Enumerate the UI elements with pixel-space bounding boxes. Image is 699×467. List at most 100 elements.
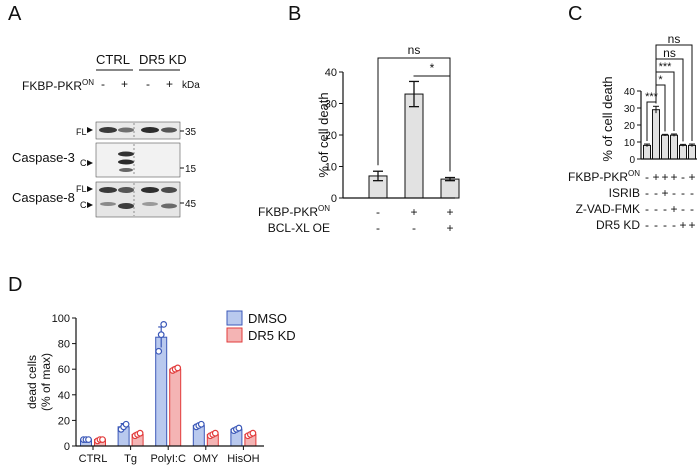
condition-label: Z-VAD-FMK [576,202,640,216]
condition-sign: + [679,218,686,232]
condition-label: DR5 KD [596,218,640,232]
y-axis-title: % of cell death [316,92,331,177]
western-blot: CTRL DR5 KD FKBP-PKRON - + - + kDa [12,52,200,218]
blot-lane-sign-4: + [166,77,173,91]
y-tick-label: 20 [624,121,636,132]
y-axis-title: dead cells [25,355,39,409]
condition-sign: - [663,218,667,232]
caspase8-fl-marker: FL [76,184,87,194]
data-point [249,429,257,437]
y-tick-label: 0 [331,193,337,205]
data-point [174,364,182,372]
condition-sign: - [645,202,649,216]
y-tick-label: 40 [624,87,636,98]
y-tick-label: 30 [624,104,636,115]
caspase8-label: Caspase-8 [12,190,75,205]
x-tick-label: PolyI:C [150,453,186,465]
blot-lane-sign-2: + [121,77,128,91]
data-point [85,436,92,444]
significance-label: * [658,74,663,86]
bar [652,109,660,160]
condition-sign: - [412,221,416,235]
legend-label: DR5 KD [248,328,296,343]
data-point [122,420,130,428]
significance-label: ns [668,32,681,46]
bar [440,178,460,199]
y-tick-label: 100 [52,313,70,325]
blot-lane-sign-1: - [101,77,105,91]
caspase8-c-marker: C [80,200,87,210]
blot-lane-sign-3: - [146,77,150,91]
legend-swatch [226,310,243,326]
legend-swatch [226,327,243,343]
data-point [197,420,205,428]
x-tick-label: OMY [193,453,219,465]
condition-sign: + [661,170,668,184]
y-axis-title: % of cell death [600,76,615,161]
y-tick-label: 40 [58,390,70,402]
legend-label: DMSO [248,311,287,326]
condition-sign: + [670,202,677,216]
bar [679,144,687,160]
y-tick-label: 20 [58,415,70,427]
condition-sign: + [670,170,677,184]
condition-sign: - [654,202,658,216]
blot-kda-label: kDa [182,80,200,91]
bar [670,134,678,160]
data-point [235,424,243,432]
condition-sign: - [654,186,658,200]
significance-label: *** [645,91,659,103]
condition-sign: - [654,218,658,232]
condition-sign: + [446,221,453,235]
condition-sign: - [645,170,649,184]
panel-letter-a: A [8,3,22,25]
panel-letter-c: C [568,3,582,25]
mw-35: 35 [185,127,197,138]
chart-b: 0 10 20 30 40 % of cell death ns * FKBP-PKRON - + +… [258,43,460,235]
blot-group-dr5kd: DR5 KD [139,52,187,67]
bar [404,93,424,199]
bar-dr5-kd [169,368,182,447]
y-tick-label: 10 [325,162,337,174]
condition-sign: - [672,186,676,200]
panel-letter-b: B [288,3,301,25]
condition-sign: - [645,186,649,200]
significance-label: *** [659,61,673,73]
condition-sign: + [446,205,453,219]
condition-sign: - [681,186,685,200]
caspase3-c-marker: C [80,158,87,168]
condition-sign: + [688,170,695,184]
chart-d: 0 20 40 60 80 100 dead cells (% of max) CTRL Tg Po… [25,310,296,465]
y-tick-label: 0 [64,441,70,453]
mw-45: 45 [185,199,197,210]
condition-sign: - [663,202,667,216]
y-tick-label: 60 [58,364,70,376]
y-tick-label: 10 [624,138,636,149]
y-tick-label: 0 [629,155,635,166]
y-tick-label: 40 [325,67,337,79]
condition-sign: - [690,186,694,200]
x-tick-label: Tg [124,453,137,465]
panel-letter-d: D [8,274,22,296]
condition-sign: + [661,186,668,200]
bar [643,144,651,160]
y-axis-title-2: (% of max) [39,353,53,411]
condition-sign: - [681,202,685,216]
data-point [211,429,219,437]
condition-label: FKBP-PKRON [258,204,330,219]
bar [661,134,669,160]
significance-label: ns [408,43,421,57]
condition-sign: - [645,218,649,232]
data-point [160,321,168,328]
significance-bracket [655,44,693,142]
condition-sign: - [681,170,685,184]
y-tick-label: 30 [325,99,337,111]
condition-label: BCL-XL OE [268,221,330,235]
data-point [136,429,144,437]
mw-15: 15 [185,164,197,175]
caspase3-label: Caspase-3 [12,150,75,165]
condition-sign: + [410,205,417,219]
significance-label: ns [663,46,676,60]
